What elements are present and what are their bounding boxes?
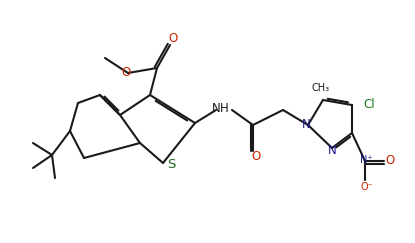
Text: N: N bbox=[327, 145, 337, 157]
Text: N: N bbox=[212, 102, 220, 114]
Text: O: O bbox=[251, 150, 261, 164]
Text: O: O bbox=[121, 66, 131, 78]
Text: Cl: Cl bbox=[363, 97, 375, 111]
Text: O: O bbox=[386, 154, 395, 166]
Text: H: H bbox=[220, 102, 228, 114]
Text: O⁻: O⁻ bbox=[361, 182, 374, 192]
Text: O: O bbox=[168, 33, 178, 45]
Text: N⁺: N⁺ bbox=[360, 155, 372, 165]
Text: S: S bbox=[167, 157, 175, 171]
Text: N: N bbox=[302, 118, 310, 130]
Text: CH₃: CH₃ bbox=[312, 83, 330, 93]
